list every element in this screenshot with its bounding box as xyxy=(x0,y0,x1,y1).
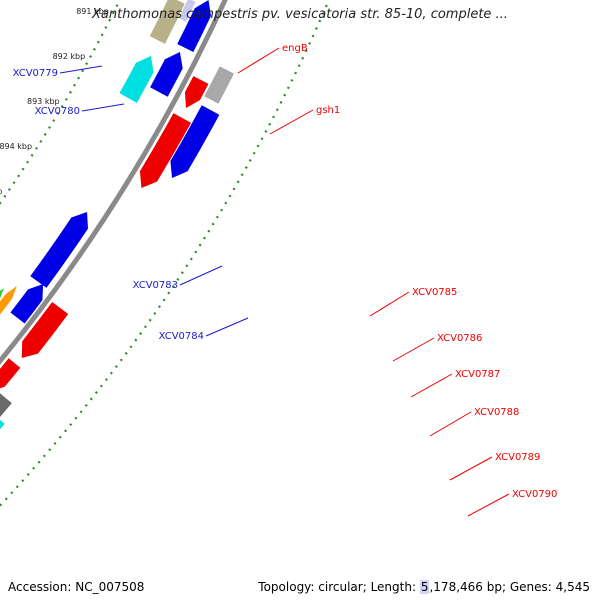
gene-XCV0783 xyxy=(30,212,89,288)
gene-blue-fwd xyxy=(170,105,220,178)
leader-gsh1 xyxy=(269,109,314,135)
genes-value: 4,545 xyxy=(555,580,590,594)
gene-blue-top xyxy=(177,0,211,53)
leader-XCV0780 xyxy=(81,103,125,112)
gene-gsh1 xyxy=(139,113,192,188)
leader-XCV0779 xyxy=(59,65,103,74)
leader-XCV0789 xyxy=(449,456,493,481)
gene-orange xyxy=(0,286,17,315)
gene-label-XCV0780[interactable]: XCV0780 xyxy=(35,106,80,117)
accession-info: Accession: NC_007508 xyxy=(8,580,144,594)
gene-label-XCV0786[interactable]: XCV0786 xyxy=(437,333,482,344)
gene-label-XCV0783[interactable]: XCV0783 xyxy=(133,280,178,291)
leader-XCV0787 xyxy=(410,373,453,398)
gene-XCV0784 xyxy=(0,288,4,299)
leader-engB xyxy=(237,47,280,74)
gene-label-XCV0779[interactable]: XCV0779 xyxy=(13,68,58,79)
gene-lavender xyxy=(178,0,196,22)
genome-backbone xyxy=(0,0,228,365)
gene-engB xyxy=(184,76,209,108)
gene-label-XCV0790[interactable]: XCV0790 xyxy=(512,489,557,500)
gene-label-XCV0784[interactable]: XCV0784 xyxy=(159,331,204,342)
gene-gray-1 xyxy=(204,66,234,104)
inner-dot-line xyxy=(0,0,121,206)
gene-XCV0779 xyxy=(119,56,154,103)
accession-label: Accession: xyxy=(8,580,72,594)
gene-olive xyxy=(149,0,185,44)
length-highlight: 5 xyxy=(419,580,430,594)
tick-label-5: 895 kbp xyxy=(0,187,2,196)
gene-label-XCV0787[interactable]: XCV0787 xyxy=(455,369,500,380)
gene-features xyxy=(0,0,234,430)
topology-label: Topology: xyxy=(258,580,315,594)
gene-labels[interactable]: engB gsh1 XCV0785 XCV0786 XCV0787 XCV0788 XCV0… xyxy=(13,43,558,517)
gene-XCV0780 xyxy=(150,52,183,97)
map-title: Xanthomonas campestris pv. vesicatoria s… xyxy=(92,7,508,22)
gene-darkgray-1 xyxy=(0,393,12,418)
gene-cyan-fwd xyxy=(0,419,5,430)
gene-label-engB[interactable]: engB xyxy=(282,43,308,54)
gene-label-gsh1[interactable]: gsh1 xyxy=(316,105,340,116)
genes-label: Genes: xyxy=(509,580,552,594)
leader-XCV0788 xyxy=(429,411,472,437)
gene-label-XCV0785[interactable]: XCV0785 xyxy=(412,287,457,298)
topology-value: circular xyxy=(318,580,363,594)
leader-XCV0784 xyxy=(205,317,249,337)
gene-XCV0785 xyxy=(21,302,69,358)
gene-XCV0786 xyxy=(0,358,21,389)
gene-label-XCV0788[interactable]: XCV0788 xyxy=(474,407,519,418)
gene-label-XCV0789[interactable]: XCV0789 xyxy=(495,452,540,463)
genome-stats: Topology: circular; Length: 5,178,466 bp… xyxy=(258,580,590,594)
tick-label-1: 891 kbp xyxy=(76,7,109,16)
leader-XCV0783 xyxy=(179,265,223,286)
leader-XCV0785 xyxy=(369,291,410,317)
tick-label-2: 892 kbp xyxy=(53,52,86,61)
leader-XCV0790 xyxy=(467,493,510,517)
tick-label-3: 893 kbp xyxy=(27,97,60,106)
length-label: Length: xyxy=(370,580,417,594)
accession-value: NC_007508 xyxy=(75,580,145,594)
leader-XCV0786 xyxy=(392,337,435,362)
tick-label-4: 894 kbp xyxy=(0,142,32,151)
gene-blue-3 xyxy=(10,284,44,324)
length-value: ,178,466 bp xyxy=(429,580,502,594)
